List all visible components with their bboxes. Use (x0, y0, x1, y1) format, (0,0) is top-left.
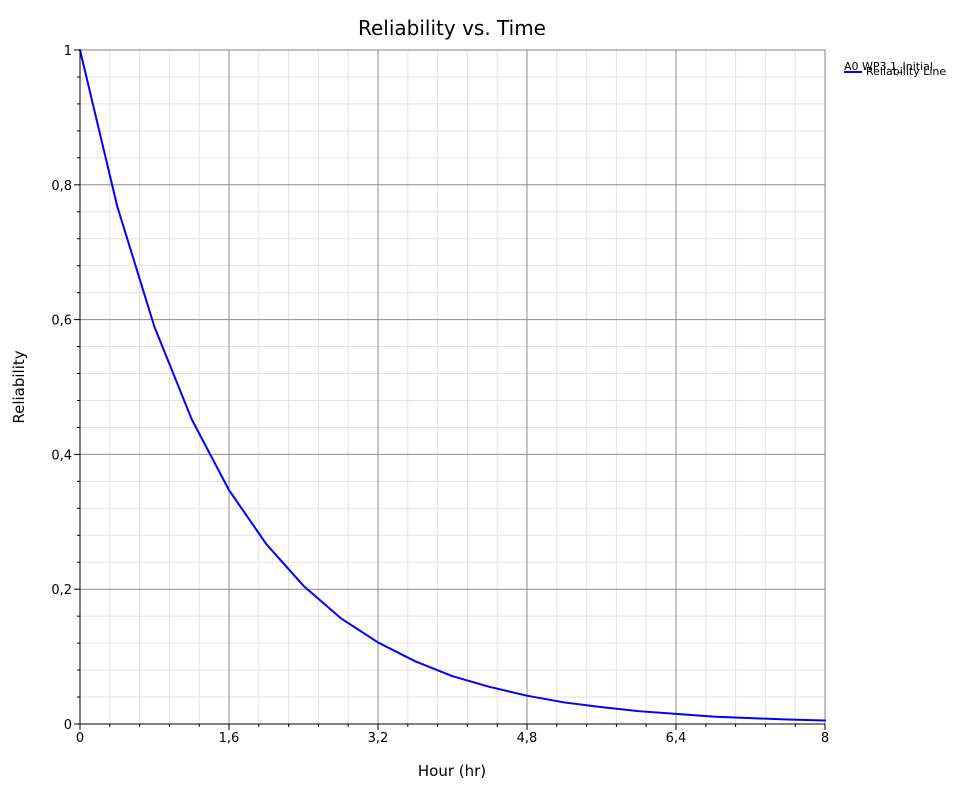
axes-layer (79, 50, 825, 725)
series-layer (79, 49, 826, 722)
legend: A0 WP3.1_Initial Reliability Line (844, 60, 946, 78)
y-axis-label: Reliability (10, 350, 28, 423)
x-axis-label: Hour (hr) (418, 762, 486, 780)
legend-title: A0 WP3.1_Initial (844, 60, 933, 73)
x-tick-label: 6,4 (666, 731, 687, 746)
legend-entry-reliability-line: Reliability Line (866, 65, 946, 78)
y-tick-label: 0,4 (51, 448, 72, 463)
y-tick-label: 0,8 (51, 179, 72, 194)
x-tick-label: 8 (821, 731, 829, 746)
y-ticks: 0 0,2 0,4 0,6 0,8 1 (51, 44, 80, 733)
y-tick-label: 0,6 (51, 314, 72, 329)
x-tick-label: 1,6 (219, 731, 240, 746)
x-tick-label: 4,8 (517, 731, 538, 746)
chart-title: Reliability vs. Time (358, 16, 546, 40)
x-tick-label: 0 (76, 731, 84, 746)
x-tick-label: 3,2 (368, 731, 389, 746)
y-tick-label: 0,2 (51, 583, 72, 598)
y-tick-label: 0 (64, 718, 72, 733)
y-tick-label: 1 (64, 44, 72, 59)
series-line-reliability (79, 49, 826, 722)
minor-grid (80, 50, 825, 724)
x-ticks: 0 1,6 3,2 4,8 6,4 8 (76, 724, 829, 746)
